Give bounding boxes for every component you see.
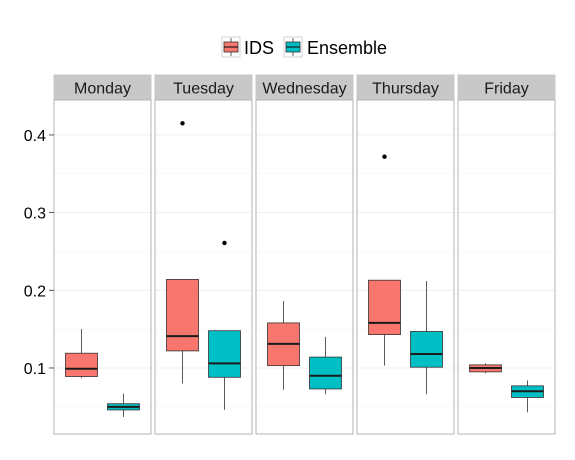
legend-label: Ensemble xyxy=(307,38,387,58)
facet-strip xyxy=(457,74,556,101)
facet-strip-label: Tuesday xyxy=(173,81,234,98)
box-ids-friday xyxy=(469,363,502,374)
box-ensemble-monday xyxy=(107,393,140,417)
outlier-point xyxy=(180,121,185,126)
box-ids-monday xyxy=(65,329,98,379)
box-ids-tuesday xyxy=(166,121,199,384)
facet-strip-label: Thursday xyxy=(372,81,439,98)
box-ensemble-tuesday xyxy=(208,240,241,410)
box-ensemble-wednesday xyxy=(309,336,342,395)
box-ensemble-thursday xyxy=(410,280,443,395)
outlier-point xyxy=(222,240,227,246)
box-ensemble-friday xyxy=(511,380,544,413)
facet-panels: Monday Tuesday Wednesday Thursday Friday xyxy=(53,74,556,435)
box-ids-thursday xyxy=(368,154,401,366)
facet-panel-wednesday: Wednesday xyxy=(255,74,354,435)
box-ids-wednesday xyxy=(267,301,300,390)
facet-strip-label: Friday xyxy=(484,81,528,98)
y-tick-label: 0.1 xyxy=(24,361,46,378)
panel-background xyxy=(54,100,151,434)
panel-background xyxy=(357,100,454,434)
panel-border xyxy=(457,99,556,435)
outlier-point xyxy=(382,154,387,159)
facet-panel-thursday: Thursday xyxy=(356,74,455,435)
facet-strip-label: Wednesday xyxy=(262,81,346,98)
y-tick-label: 0.4 xyxy=(24,128,46,145)
panel-background xyxy=(155,100,252,434)
facet-strip xyxy=(255,74,354,101)
facet-panel-friday: Friday xyxy=(457,74,556,435)
panel-border xyxy=(356,99,455,435)
facet-panel-tuesday: Tuesday xyxy=(154,74,253,435)
box-body xyxy=(166,279,199,352)
y-axis: 0.1 0.2 0.3 0.4 xyxy=(24,128,54,378)
panel-background xyxy=(458,100,555,434)
y-tick-label: 0.3 xyxy=(24,206,46,223)
y-tick-label: 0.2 xyxy=(24,283,46,300)
box-body xyxy=(309,356,342,390)
panel-border xyxy=(154,99,253,435)
box-body xyxy=(410,331,443,368)
legend-label: IDS xyxy=(244,38,274,58)
panel-border xyxy=(53,99,152,435)
facet-strip-label: Monday xyxy=(74,81,131,98)
legend-item-ensemble: Ensemble xyxy=(283,36,387,58)
box-body xyxy=(65,352,98,377)
box-body xyxy=(208,330,241,378)
facet-strip xyxy=(154,74,253,101)
facet-panel-monday: Monday xyxy=(53,74,152,435)
legend-item-ids: IDS xyxy=(221,36,274,58)
panel-border xyxy=(255,99,354,435)
box-body xyxy=(368,279,401,335)
legend: IDS Ensemble xyxy=(221,36,387,58)
